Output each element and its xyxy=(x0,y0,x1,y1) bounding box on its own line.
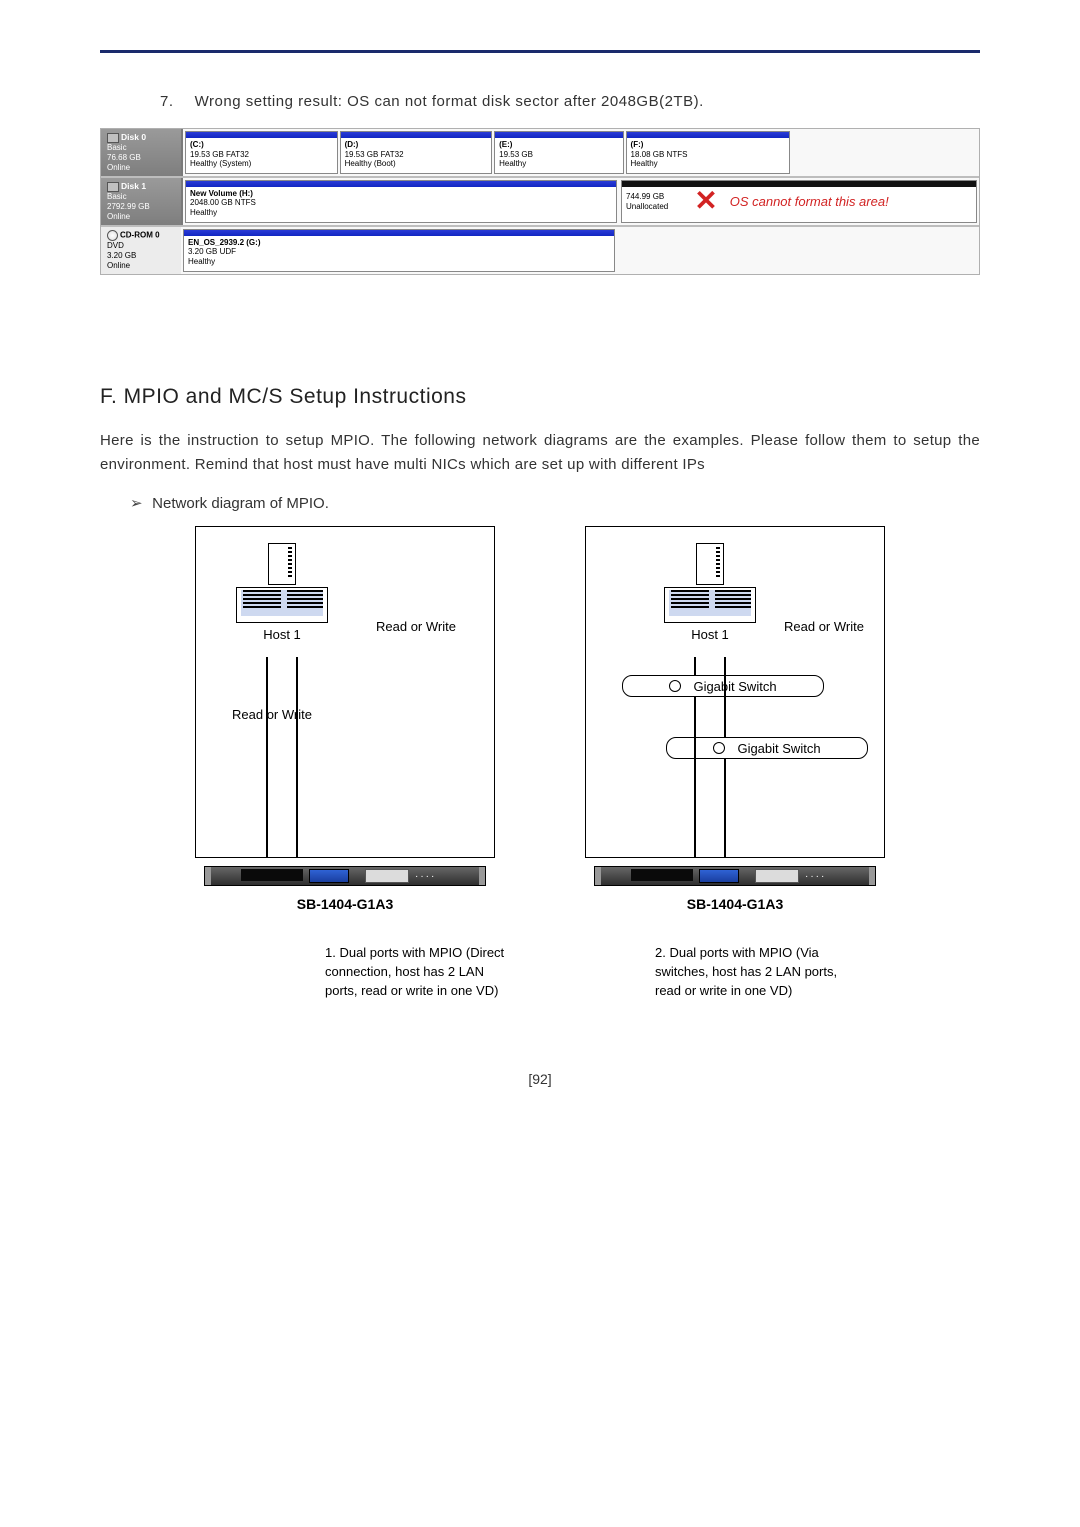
switch-label-2: Gigabit Switch xyxy=(737,741,820,756)
unallocated-area: 744.99 GB Unallocated ✕ OS cannot format… xyxy=(621,180,977,223)
rw-label-3: Read or Write xyxy=(784,619,864,634)
diagram-right: Host 1 Read or Write Gigabit Switch Giga… xyxy=(585,526,885,912)
caption-1: 1. Dual ports with MPIO (Direct connecti… xyxy=(325,944,515,1001)
gigabit-switch-1: Gigabit Switch xyxy=(622,675,824,697)
section-f-para: Here is the instruction to setup MPIO. T… xyxy=(100,429,980,479)
disk-icon xyxy=(107,182,119,192)
cdrom-status: Online xyxy=(107,261,177,271)
diagram-right-box: Host 1 Read or Write Gigabit Switch Giga… xyxy=(585,526,885,858)
error-x-icon: ✕ xyxy=(694,187,717,215)
part-h: New Volume (H:) 2048.00 GB NTFS Healthy xyxy=(185,180,617,223)
disk0-type: Basic xyxy=(107,143,177,153)
part-g-name: EN_OS_2939.2 (G:) xyxy=(188,238,260,247)
disk1-title: Disk 1 xyxy=(121,181,146,191)
disk1-parts: New Volume (H:) 2048.00 GB NTFS Healthy … xyxy=(183,178,979,225)
diagram-left-box: Host 1 Read or Write Read or Write xyxy=(195,526,495,858)
part-f: (F:) 18.08 GB NTFS Healthy xyxy=(626,131,790,174)
part-c-status: Healthy (System) xyxy=(190,159,251,168)
part-e-letter: (E:) xyxy=(499,140,512,149)
step-7-num: 7. xyxy=(160,93,190,110)
diagram-captions: 1. Dual ports with MPIO (Direct connecti… xyxy=(100,922,980,1001)
cdrom-type: DVD xyxy=(107,241,177,251)
part-g-size: 3.20 GB UDF xyxy=(188,247,236,256)
disk-icon xyxy=(107,133,119,143)
host1-label: Host 1 xyxy=(236,627,328,642)
disk0-row: Disk 0 Basic 76.68 GB Online (C:) 19.53 … xyxy=(101,129,979,178)
rack-left: ···· xyxy=(204,866,486,886)
cdrom-side: CD-ROM 0 DVD 3.20 GB Online xyxy=(101,227,181,274)
model-right: SB-1404-G1A3 xyxy=(585,896,885,912)
disk0-title: Disk 0 xyxy=(121,132,146,142)
part-d: (D:) 19.53 GB FAT32 Healthy (Boot) xyxy=(340,131,493,174)
server-icon xyxy=(268,543,296,585)
part-f-size: 18.08 GB NTFS xyxy=(631,150,688,159)
unalloc-size: 744.99 GB xyxy=(626,192,664,201)
disk1-size: 2792.99 GB xyxy=(107,202,177,212)
server-icon xyxy=(696,543,724,585)
step-7-text: Wrong setting result: OS can not format … xyxy=(195,93,704,110)
part-f-status: Healthy xyxy=(631,159,658,168)
part-e-status: Healthy xyxy=(499,159,526,168)
bullet-network-diagram: ➢ Network diagram of MPIO. xyxy=(130,494,980,512)
disk1-row: Disk 1 Basic 2792.99 GB Online New Volum… xyxy=(101,178,979,227)
cdrom-row: CD-ROM 0 DVD 3.20 GB Online EN_OS_2939.2… xyxy=(101,227,979,274)
part-d-size: 19.53 GB FAT32 xyxy=(345,150,404,159)
diagram-left: Host 1 Read or Write Read or Write ···· … xyxy=(195,526,495,912)
rw-label-2: Read or Write xyxy=(232,707,312,722)
part-h-status: Healthy xyxy=(190,208,217,217)
disk0-status: Online xyxy=(107,163,177,173)
cdrom-parts: EN_OS_2939.2 (G:) 3.20 GB UDF Healthy xyxy=(181,227,979,274)
chevron-icon: ➢ xyxy=(130,494,148,512)
disk0-side: Disk 0 Basic 76.68 GB Online xyxy=(101,129,183,176)
top-rule xyxy=(100,50,980,53)
page-number: [92] xyxy=(100,1071,980,1087)
cdrom-title: CD-ROM 0 xyxy=(120,230,160,239)
part-f-letter: (F:) xyxy=(631,140,644,149)
unalloc-status: Unallocated xyxy=(626,202,668,211)
cdrom-empty xyxy=(617,229,977,272)
disk0-size: 76.68 GB xyxy=(107,153,177,163)
part-d-letter: (D:) xyxy=(345,140,359,149)
disk1-type: Basic xyxy=(107,192,177,202)
host1-label-r: Host 1 xyxy=(664,627,756,642)
part-g: EN_OS_2939.2 (G:) 3.20 GB UDF Healthy xyxy=(183,229,615,272)
host1-right: Host 1 xyxy=(664,533,756,642)
disk0-empty xyxy=(792,131,977,174)
disk0-parts: (C:) 19.53 GB FAT32 Healthy (System) (D:… xyxy=(183,129,979,176)
disk-management-figure: Disk 0 Basic 76.68 GB Online (C:) 19.53 … xyxy=(100,128,980,275)
rw-label-1: Read or Write xyxy=(376,619,456,634)
section-f-heading: F. MPIO and MC/S Setup Instructions xyxy=(100,385,980,409)
disk1-status: Online xyxy=(107,212,177,222)
part-c-letter: (C:) xyxy=(190,140,204,149)
switch-dot-icon xyxy=(713,742,725,754)
mpio-diagrams: Host 1 Read or Write Read or Write ···· … xyxy=(100,526,980,912)
switch-label-1: Gigabit Switch xyxy=(693,679,776,694)
disk1-side: Disk 1 Basic 2792.99 GB Online xyxy=(101,178,183,225)
error-message: OS cannot format this area! xyxy=(730,194,889,209)
part-h-name: New Volume (H:) xyxy=(190,189,253,198)
host1-left: Host 1 xyxy=(236,533,328,642)
model-left: SB-1404-G1A3 xyxy=(195,896,495,912)
part-h-size: 2048.00 GB NTFS xyxy=(190,198,256,207)
part-e: (E:) 19.53 GB Healthy xyxy=(494,131,623,174)
cdrom-size: 3.20 GB xyxy=(107,251,177,261)
part-e-size: 19.53 GB xyxy=(499,150,533,159)
cd-icon xyxy=(107,230,118,241)
part-c-size: 19.53 GB FAT32 xyxy=(190,150,249,159)
part-c: (C:) 19.53 GB FAT32 Healthy (System) xyxy=(185,131,338,174)
rack-right: ···· xyxy=(594,866,876,886)
gigabit-switch-2: Gigabit Switch xyxy=(666,737,868,759)
switch-dot-icon xyxy=(669,680,681,692)
step-7: 7. Wrong setting result: OS can not form… xyxy=(160,93,980,110)
part-g-status: Healthy xyxy=(188,257,215,266)
caption-2: 2. Dual ports with MPIO (Via switches, h… xyxy=(655,944,845,1001)
bullet-text: Network diagram of MPIO. xyxy=(152,495,329,512)
part-d-status: Healthy (Boot) xyxy=(345,159,396,168)
